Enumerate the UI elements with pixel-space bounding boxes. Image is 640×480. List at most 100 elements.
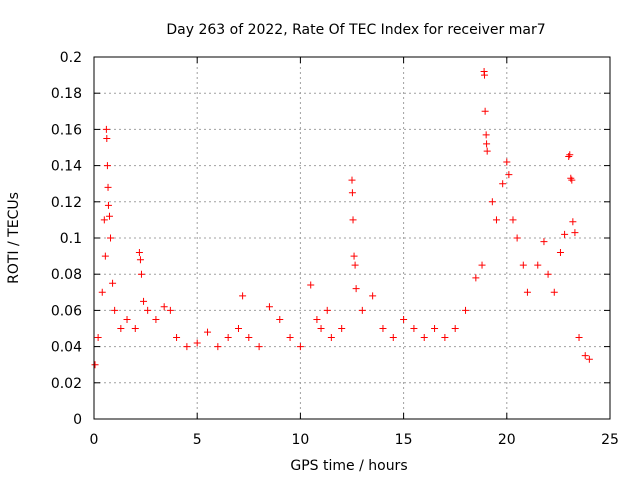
data-point [245, 334, 253, 342]
data-point [556, 248, 564, 256]
axis-ticks [93, 56, 611, 420]
data-point [265, 303, 273, 311]
data-points [91, 67, 593, 369]
data-point [135, 248, 143, 256]
data-point [505, 171, 513, 179]
data-point [565, 153, 573, 161]
data-point [488, 198, 496, 206]
data-point [307, 281, 315, 289]
data-point [276, 315, 284, 323]
data-point [350, 252, 358, 260]
data-point [567, 174, 575, 182]
data-point [140, 297, 148, 305]
data-point [369, 292, 377, 300]
data-point [214, 343, 222, 351]
y-tick-label: 0.04 [51, 340, 82, 356]
data-point [131, 325, 139, 332]
data-point [348, 189, 356, 197]
data-point [98, 288, 106, 296]
data-point [481, 107, 489, 115]
data-point [100, 216, 108, 224]
y-axis-label: ROTI / TECUs [6, 192, 22, 284]
y-tick-labels: 0 0.02 0.04 0.06 0.08 0.1 0.12 0.14 0.16 0.18 0.2 [51, 50, 82, 428]
data-point [136, 256, 144, 264]
x-tick-label: 25 [601, 432, 619, 448]
data-point [358, 306, 366, 314]
data-point [481, 71, 489, 79]
data-point [183, 343, 191, 351]
x-tick-label: 15 [395, 432, 413, 448]
data-point [348, 176, 356, 184]
data-point [144, 306, 152, 314]
data-point [338, 325, 346, 332]
data-point [352, 285, 360, 293]
data-point [224, 334, 232, 342]
data-point [107, 234, 115, 242]
data-point [173, 334, 181, 342]
data-point [400, 315, 408, 323]
data-point [571, 229, 579, 237]
data-point [441, 334, 449, 342]
data-point [519, 261, 527, 269]
data-point [351, 261, 359, 269]
x-tick-label: 20 [498, 432, 516, 448]
data-point [255, 343, 263, 351]
data-point [204, 328, 212, 336]
y-tick-label: 0.02 [51, 376, 82, 392]
grid [94, 57, 610, 419]
data-point [451, 325, 459, 332]
data-point [478, 261, 486, 269]
data-point [349, 216, 357, 224]
y-tick-label: 0.12 [51, 195, 82, 211]
y-tick-label: 0 [73, 412, 82, 428]
x-tick-label: 5 [193, 432, 202, 448]
x-tick-label: 0 [90, 432, 99, 448]
data-point [569, 218, 577, 226]
data-point [482, 131, 490, 139]
data-point [234, 325, 242, 332]
data-point [104, 183, 112, 191]
data-point [323, 306, 331, 314]
data-point [410, 325, 418, 332]
data-point [379, 325, 387, 332]
data-point [160, 303, 168, 311]
data-point [239, 292, 247, 300]
data-point [492, 216, 500, 224]
data-point [327, 334, 335, 342]
data-point [566, 151, 574, 159]
data-point [483, 140, 491, 148]
data-point [296, 343, 304, 351]
y-tick-label: 0.14 [51, 159, 82, 175]
x-axis-label: GPS time / hours [290, 458, 407, 474]
data-point [317, 325, 325, 332]
data-point [420, 334, 428, 342]
data-point [534, 261, 542, 269]
data-point [389, 334, 397, 342]
data-point [137, 270, 145, 278]
data-point [109, 279, 117, 287]
data-point [575, 334, 583, 342]
data-point [166, 306, 174, 314]
data-point [462, 306, 470, 314]
y-tick-label: 0.18 [51, 86, 82, 102]
data-point [568, 176, 576, 184]
data-point [503, 158, 511, 166]
data-point [152, 315, 160, 323]
data-point [103, 162, 111, 170]
x-tick-label: 10 [291, 432, 309, 448]
data-point [104, 201, 112, 209]
chart-title: Day 263 of 2022, Rate Of TEC Index for r… [166, 22, 545, 38]
data-point [105, 212, 113, 220]
x-tick-labels: 0 5 10 15 20 25 [90, 432, 619, 448]
data-point [585, 355, 593, 363]
data-point [523, 288, 531, 296]
data-point [581, 352, 589, 360]
data-point [472, 274, 480, 282]
y-tick-label: 0.16 [51, 122, 82, 138]
data-point [102, 125, 110, 133]
y-tick-label: 0.1 [60, 231, 82, 247]
data-point [101, 252, 109, 260]
data-point [550, 288, 558, 296]
data-point [313, 315, 321, 323]
